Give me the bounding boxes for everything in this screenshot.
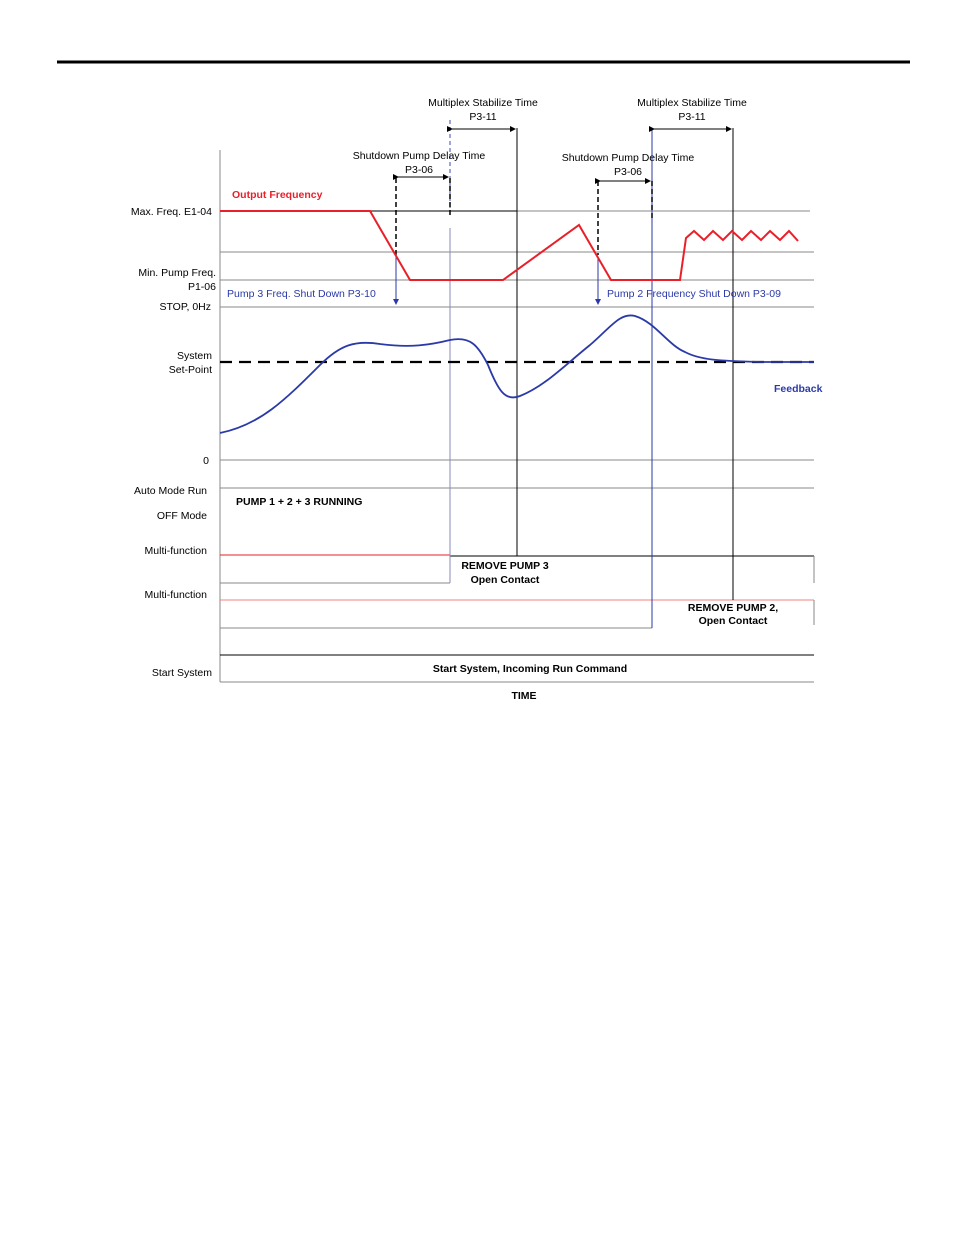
svg-text:0: 0: [203, 455, 209, 467]
running-label: PUMP 1 + 2 + 3 RUNNING: [236, 496, 362, 508]
start-system-label: Start System, Incoming Run Command: [433, 663, 627, 675]
svg-text:Auto Mode Run: Auto Mode Run: [134, 485, 207, 497]
delay-1-title: Shutdown Pump Delay Time: [353, 150, 486, 162]
svg-text:Multi-function: Multi-function: [145, 545, 208, 557]
time-axis-label: TIME: [511, 690, 536, 702]
svg-text:Start System: Start System: [152, 667, 212, 679]
pump2-shutdown-label: Pump 2 Frequency Shut Down P3-09: [607, 288, 781, 300]
feedback-curve: [219, 314, 814, 434]
output-frequency-label: Output Frequency: [232, 189, 323, 201]
delay-2-param: P3-06: [614, 166, 642, 178]
svg-text:Min. Pump Freq.: Min. Pump Freq.: [138, 267, 216, 279]
svg-text:Multi-function: Multi-function: [145, 589, 208, 601]
svg-text:System: System: [177, 350, 212, 362]
svg-text:OFF Mode: OFF Mode: [157, 510, 207, 522]
output-frequency-line: [220, 210, 799, 281]
svg-text:Set-Point: Set-Point: [169, 364, 212, 376]
remove-pump2-label: REMOVE PUMP 2,: [688, 602, 778, 614]
svg-text:STOP, 0Hz: STOP, 0Hz: [159, 301, 211, 313]
delay-1-param: P3-06: [405, 164, 433, 176]
remove-pump2-contact: Open Contact: [699, 615, 768, 627]
delay-2-title: Shutdown Pump Delay Time: [562, 152, 695, 164]
stabilize-2-title: Multiplex Stabilize Time: [637, 97, 747, 109]
remove-pump3-contact: Open Contact: [471, 574, 540, 586]
stabilize-1-title: Multiplex Stabilize Time: [428, 97, 538, 109]
svg-text:P1-06: P1-06: [188, 281, 216, 293]
axis-labels: Max. Freq. E1-04 Min. Pump Freq. P1-06 S…: [131, 206, 216, 679]
pump3-shutdown-label: Pump 3 Freq. Shut Down P3-10: [227, 288, 376, 300]
event-markers: [393, 120, 734, 628]
feedback-label: Feedback: [774, 383, 823, 395]
stabilize-2-param: P3-11: [678, 111, 705, 123]
svg-text:Max. Freq. E1-04: Max. Freq. E1-04: [131, 206, 212, 218]
stabilize-1-param: P3-11: [469, 111, 496, 123]
remove-pump3-label: REMOVE PUMP 3: [461, 560, 548, 572]
